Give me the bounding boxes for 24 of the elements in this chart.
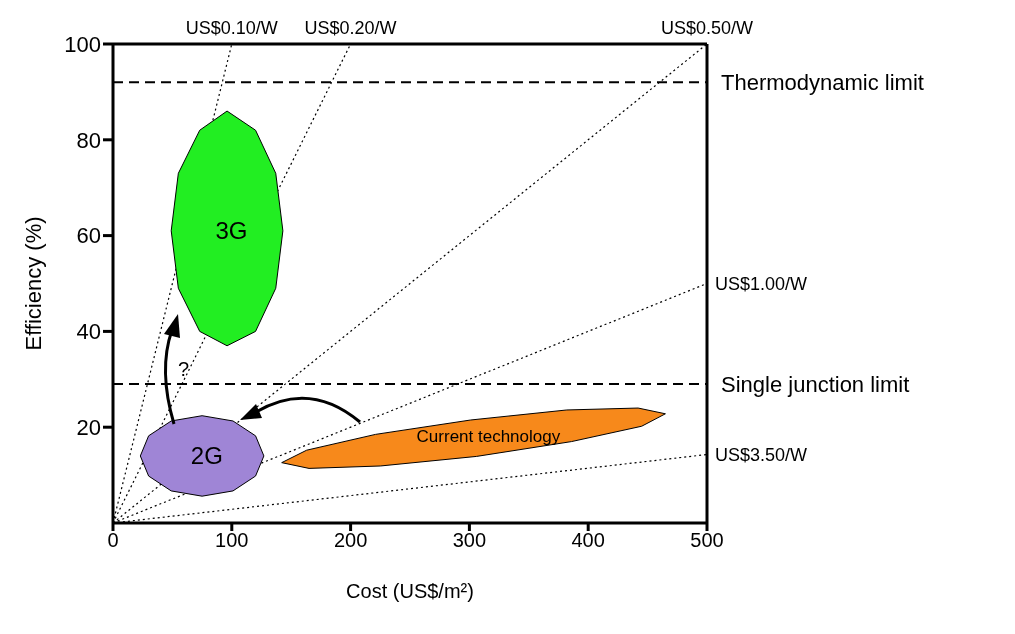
annotation: ? (178, 358, 190, 381)
y-axis-title: Efficiency (%) (20, 216, 46, 351)
x-tick-label: 400 (571, 529, 605, 552)
series-label: US$0.20/W (304, 18, 397, 38)
y-tick-label: 80 (76, 127, 101, 153)
series-label: US$0.10/W (185, 18, 278, 38)
x-tick-label: 0 (107, 529, 119, 552)
y-tick-label: 40 (76, 319, 101, 345)
x-tick-label: 500 (690, 529, 724, 552)
x-tick-label: 300 (452, 529, 487, 552)
x-axis-title: Cost (US$/m²) (346, 580, 474, 602)
x-tick-label: 200 (333, 529, 368, 552)
x-tick-label: 100 (215, 529, 249, 552)
y-tick-label: 60 (76, 223, 101, 249)
series-label: US$3.50/W (715, 444, 808, 465)
ref-line-label: Thermodynamic limit (721, 70, 924, 96)
series-label: Current technology (416, 427, 561, 447)
series-label: US$1.00/W (715, 273, 808, 294)
ref-line-label: Single junction limit (721, 371, 910, 397)
series-label: US$0.50/W (660, 18, 754, 38)
y-tick-label: 100 (64, 31, 101, 57)
y-tick-label: 20 (76, 415, 101, 441)
series-label: 3G (215, 216, 248, 244)
series-label: 2G (190, 442, 223, 470)
